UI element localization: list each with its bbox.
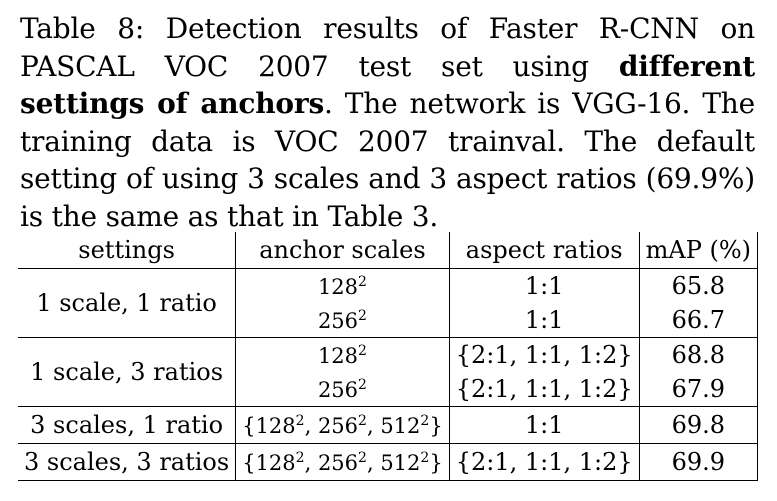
caption-bold-phrase: different settings of anchors (20, 49, 755, 121)
table-row: 3 scales, 3 ratios {1282, 2562, 5122} {2… (18, 443, 759, 481)
anchor-scale-set-cell: {1282, 2562, 5122} (235, 406, 450, 444)
anchor-scale-set-cell: {1282, 2562, 5122} (235, 443, 450, 481)
setting-cell: 3 scales, 1 ratio (18, 406, 236, 444)
anchor-scale-cell: 2562 (235, 303, 450, 338)
caption-text-start: Detection results of Faster R-CNN on PAS… (20, 12, 755, 83)
table-row: 2562 {2:1, 1:1, 1:2} 67.9 (18, 372, 759, 407)
aspect-ratio-cell: 1:1 (448, 303, 640, 338)
table-header-row: settings anchor scales aspect ratios mAP… (18, 232, 759, 269)
header-anchor-scales: anchor scales (235, 232, 450, 269)
header-aspect-ratios: aspect ratios (448, 232, 640, 269)
map-cell: 67.9 (638, 372, 759, 407)
table-row: 2562 1:1 66.7 (18, 303, 759, 338)
anchor-scale-cell: 2562 (235, 372, 450, 407)
table-caption: Table 8: Detection results of Faster R-C… (20, 10, 755, 235)
map-cell: 65.8 (638, 268, 759, 303)
anchor-scale-cell: 1282 (235, 337, 450, 372)
aspect-ratio-cell: {2:1, 1:1, 1:2} (448, 443, 640, 481)
aspect-ratio-cell: 1:1 (448, 406, 640, 444)
aspect-ratio-cell: {2:1, 1:1, 1:2} (448, 372, 640, 407)
map-cell: 69.9 (638, 443, 759, 481)
setting-cell: 1 scale, 3 ratios (18, 337, 236, 407)
setting-cell: 1 scale, 1 ratio (18, 268, 236, 338)
table-row: 1 scale, 3 ratios 1282 {2:1, 1:1, 1:2} 6… (18, 337, 759, 407)
header-settings: settings (18, 232, 236, 269)
setting-cell: 3 scales, 3 ratios (18, 443, 236, 481)
map-cell: 68.8 (638, 337, 759, 372)
map-cell: 66.7 (638, 303, 759, 338)
aspect-ratio-cell: {2:1, 1:1, 1:2} (448, 337, 640, 372)
anchor-scale-cell: 1282 (235, 268, 450, 303)
caption-text-end: . The network is VGG-16. The training da… (20, 87, 755, 233)
table-row: 3 scales, 1 ratio {1282, 2562, 5122} 1:1… (18, 406, 759, 444)
caption-label: Table 8: (20, 12, 145, 45)
table-row: 1 scale, 1 ratio 1282 1:1 65.8 (18, 268, 759, 338)
results-table: settings anchor scales aspect ratios mAP… (18, 232, 759, 481)
map-cell: 69.8 (638, 406, 759, 444)
header-map: mAP (%) (638, 232, 759, 269)
aspect-ratio-cell: 1:1 (448, 268, 640, 303)
